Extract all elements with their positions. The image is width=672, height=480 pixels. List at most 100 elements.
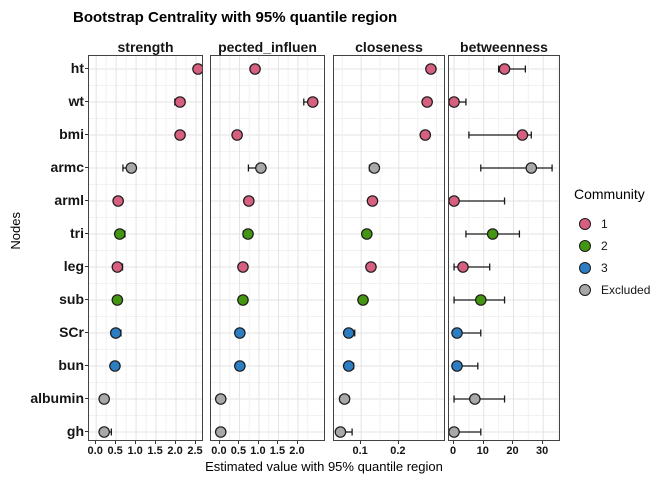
point-bun-strength [109, 360, 121, 372]
y-tick-label-albumin: albumin [30, 390, 84, 406]
point-SCr-closeness [342, 327, 355, 339]
legend-item-1: 1 [574, 213, 650, 235]
legend-item-3: 3 [574, 257, 650, 279]
facet-strip-closeness: closeness [355, 39, 423, 55]
point-wt-closeness [421, 96, 433, 108]
x-axis-title: Estimated value with 95% quantile region [205, 459, 443, 474]
x-tick-mark [277, 441, 279, 444]
x-tick-mark [175, 441, 177, 444]
x-tick-mark [95, 441, 97, 444]
y-tick-label-wt: wt [68, 93, 84, 109]
point-ht-pected_influen [249, 63, 261, 75]
y-tick-label-ht: ht [70, 60, 84, 76]
point-bun-pected_influen [234, 360, 246, 372]
point-wt-betweenness [449, 96, 460, 108]
y-tick-mark [85, 233, 88, 234]
x-tick-mark [482, 441, 484, 444]
x-tick-label: 30 [536, 445, 549, 457]
x-tick-mark [195, 441, 196, 444]
point-arml-strength [112, 195, 124, 207]
x-tick-label: 0.5 [230, 445, 247, 457]
point-bmi-strength [174, 129, 186, 141]
point-sub-pected_influen [237, 294, 249, 306]
point-arml-betweenness [449, 195, 460, 207]
legend-item-label: 2 [601, 239, 608, 253]
legend-key-circle-icon [579, 262, 591, 274]
point-albumin-betweenness [469, 393, 481, 405]
point-sub-closeness [357, 294, 369, 306]
y-tick-label-tri: tri [70, 225, 84, 241]
point-bun-closeness [342, 360, 355, 372]
y-tick-mark [85, 299, 88, 300]
point-albumin-pected_influen [214, 393, 227, 405]
x-tick-label: 0.0 [211, 445, 227, 457]
y-tick-mark [85, 332, 88, 333]
x-tick-label: 2.5 [187, 445, 203, 457]
y-tick-mark [85, 167, 88, 168]
x-tick-label: 1.0 [250, 445, 266, 457]
panel-grid-canvas [449, 56, 559, 440]
point-armc-strength [125, 162, 138, 174]
y-tick-mark [85, 365, 88, 366]
legend-key-circle-icon [579, 284, 591, 296]
point-leg-pected_influen [237, 261, 249, 273]
y-tick-label-bmi: bmi [59, 126, 84, 142]
panel-grid-canvas [89, 56, 202, 440]
point-tri-pected_influen [242, 228, 254, 240]
point-gh-pected_influen [214, 426, 227, 438]
y-tick-mark [85, 431, 88, 432]
x-tick-mark [257, 441, 259, 444]
legend: Community 1 2 3 Excluded [574, 186, 650, 301]
x-tick-mark [155, 441, 157, 444]
x-tick-mark [397, 441, 399, 444]
x-tick-mark [453, 441, 455, 444]
point-tri-betweenness [486, 228, 499, 240]
point-ht-strength [192, 63, 202, 75]
facet-strip-pected_influen: pected_influen [218, 39, 317, 55]
point-gh-strength [98, 426, 110, 438]
x-tick-mark [542, 441, 544, 444]
point-leg-strength [111, 261, 124, 273]
y-tick-label-bun: bun [58, 357, 84, 373]
y-tick-label-SCr: SCr [59, 324, 84, 340]
point-armc-closeness [368, 162, 381, 174]
legend-item-Excluded: Excluded [574, 279, 650, 301]
point-SCr-betweenness [451, 327, 463, 339]
panel-grid-canvas [334, 56, 444, 440]
y-tick-label-arml: arml [54, 192, 84, 208]
x-tick-label: 0 [449, 445, 457, 457]
y-tick-label-sub: sub [59, 291, 84, 307]
point-armc-pected_influen [255, 162, 267, 174]
x-tick-label: 2.0 [289, 445, 305, 457]
y-tick-label-armc: armc [50, 159, 84, 175]
point-sub-strength [111, 294, 124, 306]
point-tri-closeness [361, 228, 373, 240]
point-arml-pected_influen [243, 195, 255, 207]
x-tick-mark [512, 441, 514, 444]
point-gh-closeness [334, 426, 347, 438]
point-albumin-strength [98, 393, 110, 405]
legend-title: Community [574, 186, 645, 202]
x-tick-label: 0.1 [352, 445, 368, 457]
point-tri-strength [113, 228, 126, 240]
facet-strip-strength: strength [117, 39, 174, 55]
point-bmi-closeness [419, 129, 432, 141]
y-tick-mark [85, 101, 88, 102]
x-tick-label: 0.0 [87, 445, 103, 457]
facet-panel-pected_influen [210, 55, 325, 441]
y-tick-label-leg: leg [63, 258, 84, 274]
y-tick-mark [85, 266, 88, 267]
x-tick-label: 0.2 [390, 445, 406, 457]
x-tick-label: 2.0 [167, 445, 183, 457]
panel-grid-canvas [211, 56, 324, 440]
legend-item-label: 3 [601, 261, 608, 275]
point-armc-betweenness [525, 162, 538, 174]
legend-item-label: Excluded [601, 283, 651, 297]
legend-item-label: 1 [601, 217, 608, 231]
point-bmi-betweenness [516, 129, 529, 141]
legend-items: 1 2 3 Excluded [574, 213, 650, 301]
x-tick-mark [115, 441, 117, 444]
x-tick-mark [135, 441, 137, 444]
point-SCr-strength [109, 327, 122, 339]
